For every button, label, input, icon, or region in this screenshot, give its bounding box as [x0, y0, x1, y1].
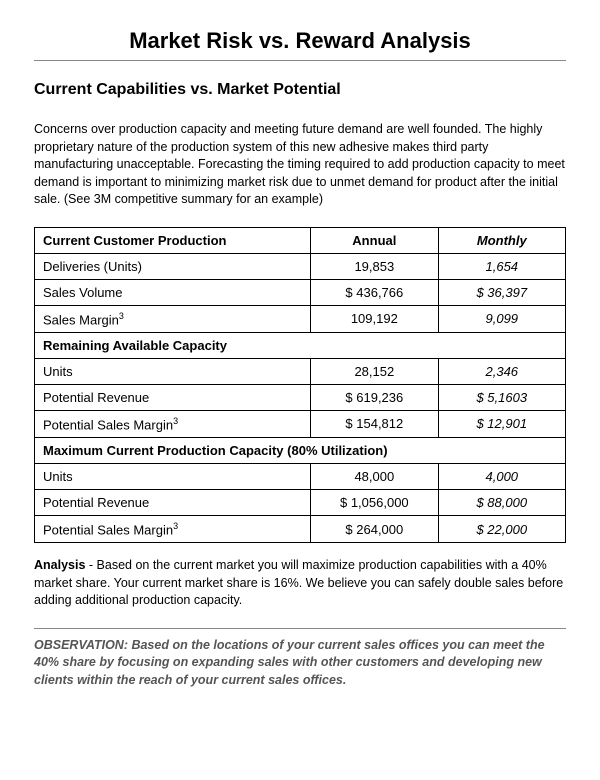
- table-row: Potential Revenue$ 1,056,000$ 88,000: [35, 490, 566, 516]
- row-annual: $ 154,812: [311, 410, 438, 437]
- table-row: Sales Volume$ 436,766$ 36,397: [35, 279, 566, 305]
- row-annual: $ 619,236: [311, 384, 438, 410]
- row-label: Potential Revenue: [35, 384, 311, 410]
- row-monthly: 1,654: [438, 253, 565, 279]
- row-annual: $ 264,000: [311, 516, 438, 543]
- row-monthly: $ 12,901: [438, 410, 565, 437]
- analysis-text: - Based on the current market you will m…: [34, 558, 563, 607]
- table-row: Potential Sales Margin3$ 264,000$ 22,000: [35, 516, 566, 543]
- row-annual: 48,000: [311, 464, 438, 490]
- table-row: Deliveries (Units)19,8531,654: [35, 253, 566, 279]
- row-label: Sales Margin3: [35, 305, 311, 332]
- header-annual: Annual: [311, 227, 438, 253]
- row-label: Potential Revenue: [35, 490, 311, 516]
- table-row: Units28,1522,346: [35, 358, 566, 384]
- row-label: Deliveries (Units): [35, 253, 311, 279]
- document-page: Market Risk vs. Reward Analysis Current …: [0, 0, 600, 709]
- row-monthly: $ 88,000: [438, 490, 565, 516]
- main-title: Market Risk vs. Reward Analysis: [34, 28, 566, 54]
- table-header-row: Current Customer Production Annual Month…: [35, 227, 566, 253]
- analysis-paragraph: Analysis - Based on the current market y…: [34, 557, 566, 610]
- row-label: Units: [35, 464, 311, 490]
- row-annual: 19,853: [311, 253, 438, 279]
- row-annual: $ 1,056,000: [311, 490, 438, 516]
- table-row: Sales Margin3109,1929,099: [35, 305, 566, 332]
- section-head-row: Maximum Current Production Capacity (80%…: [35, 438, 566, 464]
- row-annual: 109,192: [311, 305, 438, 332]
- row-monthly: 9,099: [438, 305, 565, 332]
- row-label: Potential Sales Margin3: [35, 516, 311, 543]
- superscript: 3: [119, 311, 124, 321]
- row-monthly: 4,000: [438, 464, 565, 490]
- analysis-label: Analysis: [34, 558, 85, 572]
- table-row: Potential Revenue$ 619,236$ 5,1603: [35, 384, 566, 410]
- subtitle: Current Capabilities vs. Market Potentia…: [34, 81, 566, 99]
- row-annual: 28,152: [311, 358, 438, 384]
- table-row: Potential Sales Margin3$ 154,812$ 12,901: [35, 410, 566, 437]
- section-head-label: Maximum Current Production Capacity (80%…: [35, 438, 566, 464]
- row-label: Potential Sales Margin3: [35, 410, 311, 437]
- row-monthly: $ 22,000: [438, 516, 565, 543]
- title-rule: [34, 60, 566, 61]
- section-head-label: Remaining Available Capacity: [35, 332, 566, 358]
- row-monthly: $ 5,1603: [438, 384, 565, 410]
- production-table: Current Customer Production Annual Month…: [34, 227, 566, 544]
- observation-rule: [34, 628, 566, 629]
- row-label: Sales Volume: [35, 279, 311, 305]
- superscript: 3: [173, 521, 178, 531]
- row-monthly: $ 36,397: [438, 279, 565, 305]
- superscript: 3: [173, 416, 178, 426]
- header-production: Current Customer Production: [35, 227, 311, 253]
- row-annual: $ 436,766: [311, 279, 438, 305]
- observation-paragraph: OBSERVATION: Based on the locations of y…: [34, 637, 566, 690]
- intro-paragraph: Concerns over production capacity and me…: [34, 121, 566, 209]
- table-row: Units48,0004,000: [35, 464, 566, 490]
- row-label: Units: [35, 358, 311, 384]
- header-monthly: Monthly: [438, 227, 565, 253]
- section-head-row: Remaining Available Capacity: [35, 332, 566, 358]
- row-monthly: 2,346: [438, 358, 565, 384]
